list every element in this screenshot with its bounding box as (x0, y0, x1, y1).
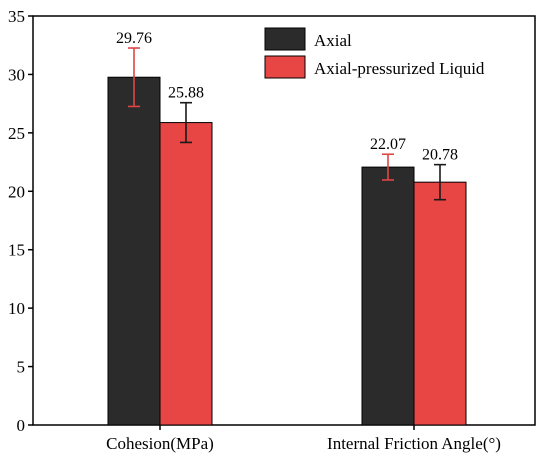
y-tick-label: 5 (17, 358, 26, 377)
y-tick-label: 20 (8, 182, 25, 201)
y-tick-label: 10 (8, 299, 25, 318)
data-labels: 29.76 25.88 22.07 20.78 (116, 30, 458, 164)
legend-label-axial-pressurized-liquid: Axial-pressurized Liquid (314, 59, 485, 78)
legend-label-axial: Axial (314, 31, 352, 50)
x-tick-label: Cohesion(MPa) (106, 434, 214, 453)
y-tick-label: 35 (8, 7, 25, 26)
error-bars (128, 47, 446, 201)
y-tick-label: 0 (17, 416, 26, 435)
y-tick-label: 15 (8, 241, 25, 260)
legend: Axial Axial-pressurized Liquid (264, 27, 485, 79)
bar (361, 166, 415, 426)
bar (413, 181, 467, 426)
bars (107, 76, 467, 426)
y-tick-label: 25 (8, 124, 25, 143)
x-axis: Cohesion(MPa) Internal Friction Angle(°) (106, 425, 501, 453)
legend-swatch-axial-pressurized-liquid (264, 55, 306, 79)
data-label: 25.88 (168, 85, 204, 102)
x-tick-label: Internal Friction Angle(°) (327, 434, 501, 453)
legend-swatch-axial (264, 27, 306, 51)
bar (107, 76, 161, 426)
data-label: 29.76 (116, 30, 152, 47)
y-tick-label: 30 (8, 65, 25, 84)
y-axis: 0 5 10 15 20 25 30 35 (8, 7, 33, 435)
data-label: 22.07 (370, 136, 406, 153)
bar (159, 122, 213, 426)
data-label: 20.78 (422, 147, 458, 164)
